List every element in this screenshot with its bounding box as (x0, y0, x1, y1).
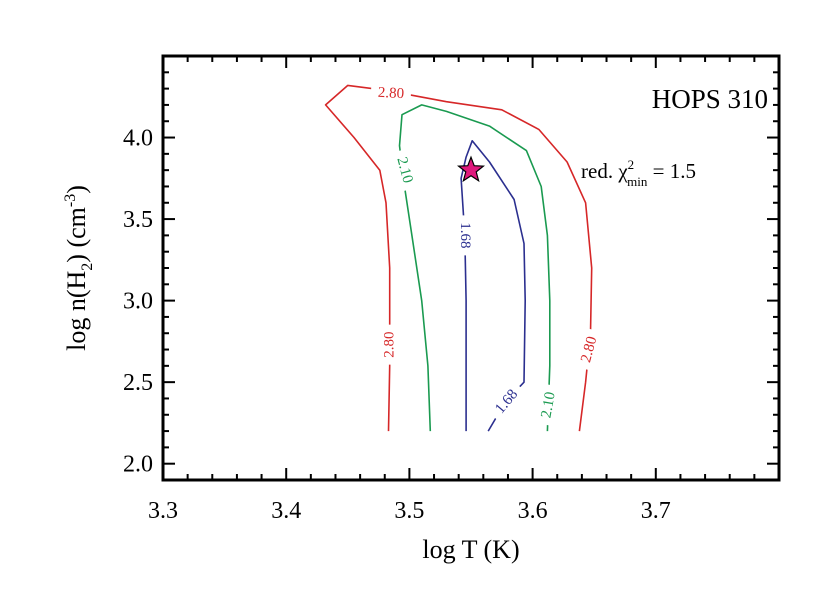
contour-label-2.10: 2.10 (538, 391, 558, 420)
contour-2.10 (398, 104, 551, 432)
contour-label-gap (487, 381, 526, 423)
y-tick-label: 3.0 (123, 289, 153, 315)
ylabel-mid: ) (cm (62, 207, 91, 263)
contour-1.68 (460, 140, 526, 432)
contour-label-2.80: 2.80 (382, 332, 398, 358)
annotation-sup: 2 (628, 157, 635, 172)
contour-labels: 2.802.80 2.802.102.101.681.68 (370, 84, 603, 427)
contour-2.80 (324, 84, 593, 432)
y-tick-label: 4.0 (123, 126, 153, 152)
chart-title: HOPS 310 (652, 84, 768, 114)
contour-label-gap (537, 383, 560, 427)
ylabel-suffix: ) (62, 185, 91, 194)
tick-labels: 3.3 3.4 3.5 3.6 3.7 2.0 2.5 3.0 3.5 4.0 (123, 126, 671, 524)
ylabel-sub: 2 (79, 263, 96, 271)
ylabel-prefix: log n(H (62, 271, 91, 351)
contour-label-gap (576, 328, 603, 371)
x-tick-label: 3.5 (394, 498, 424, 524)
y-tick-label: 3.5 (123, 207, 153, 233)
annotation-prefix: red. χ (581, 159, 628, 183)
y-tick-label: 2.5 (123, 370, 153, 396)
x-axis-label: log T (K) (422, 535, 519, 564)
contour-label-1.68: 1.68 (457, 222, 473, 248)
contour-lines (324, 84, 593, 432)
x-tick-label: 3.3 (148, 498, 178, 524)
y-axis-label: log n(H2) (cm-3) (62, 185, 96, 351)
contour-label-2.80: 2.80 (578, 335, 600, 364)
contour-label-2.80: 2.80 (377, 85, 404, 102)
contour-label-2.10: 2.10 (393, 155, 415, 184)
minimum-marker-layer (456, 155, 486, 183)
minimum-star-marker (456, 155, 486, 183)
axis-ticks (162, 55, 780, 481)
x-tick-label: 3.7 (641, 498, 671, 524)
annotation-sub: min (627, 174, 648, 189)
ylabel-sup: -3 (62, 194, 79, 207)
y-tick-label: 2.0 (123, 452, 153, 478)
contour-label-gap (391, 148, 418, 192)
chi-square-annotation: red. χ2 min = 1.5 (581, 157, 696, 189)
annotation-suffix: = 1.5 (647, 159, 696, 183)
x-tick-label: 3.4 (271, 498, 301, 524)
x-tick-label: 3.6 (518, 498, 548, 524)
contour-label-gap (456, 215, 473, 256)
contour-label-gap (370, 84, 412, 103)
contour-label-gap (381, 324, 398, 365)
